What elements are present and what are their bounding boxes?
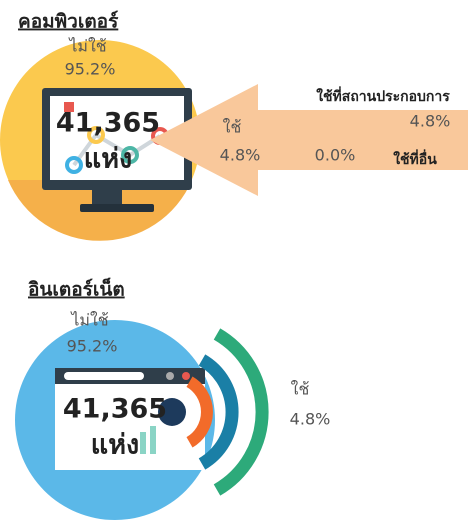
monitor-neck [92, 190, 122, 204]
internet-title: อินเตอร์เน็ต [28, 277, 125, 301]
elsewhere-label: ใช้ที่อื่น [393, 149, 437, 168]
use-label: ใช้ [291, 380, 310, 399]
unit: แห่ง [91, 430, 139, 461]
bar-icon [150, 426, 156, 454]
not-use-pct: 95.2% [67, 337, 118, 356]
unit: แห่ง [84, 144, 132, 175]
page: Infographic body { margin: 0; width: 468… [0, 0, 468, 523]
infographic: คอมพิวเตอร์ ไม่ใช้ 95.2% 41,365 แห่ง ใช้… [0, 0, 468, 523]
use-pct: 4.8% [290, 410, 331, 429]
browser-button [166, 372, 174, 380]
browser-button [182, 372, 190, 380]
wifi-arc [217, 334, 262, 490]
elsewhere-pct: 0.0% [315, 146, 356, 165]
at-business-label: ใช้ที่สถานประกอบการ [316, 86, 450, 105]
not-use-label: ไม่ใช้ [67, 37, 106, 56]
count: 41,365 [63, 394, 167, 425]
count: 41,365 [56, 108, 160, 139]
computer-title: คอมพิวเตอร์ [18, 11, 119, 33]
at-business-pct: 4.8% [410, 112, 451, 131]
bar-icon [140, 432, 146, 454]
use-label: ใช้ [223, 118, 242, 137]
use-pct: 4.8% [220, 146, 261, 165]
not-use-label: ไม่ใช้ [69, 311, 108, 330]
body: {"computer": {"title": "คอมพิวเตอร์", "n… [0, 0, 468, 523]
not-use-pct: 95.2% [65, 60, 116, 79]
browser-url [64, 372, 144, 380]
monitor-base [80, 204, 154, 212]
